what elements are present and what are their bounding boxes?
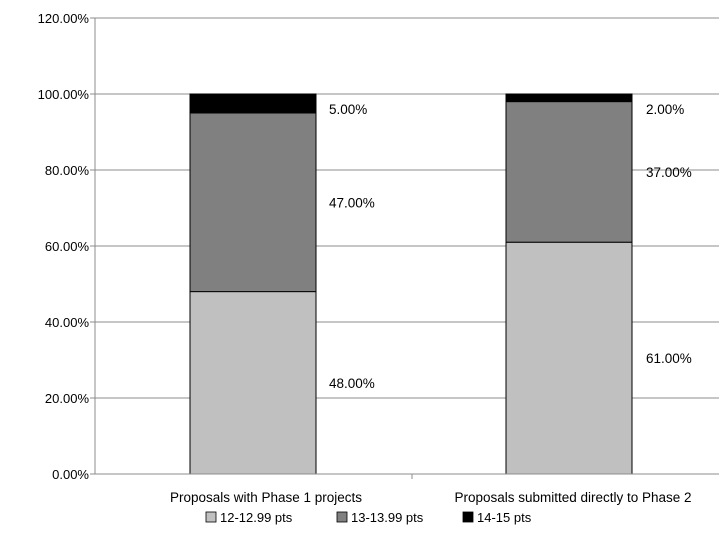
y-tick-label: 80.00% — [45, 163, 90, 178]
y-tick-label: 40.00% — [45, 315, 90, 330]
legend-swatch — [462, 511, 474, 523]
bars — [189, 93, 633, 475]
legend-label: 12-12.99 pts — [220, 510, 293, 525]
x-category-label: Proposals submitted directly to Phase 2 — [454, 490, 691, 505]
legend-label: 13-13.99 pts — [351, 510, 424, 525]
bar-segment — [189, 112, 317, 293]
data-label: 2.00% — [646, 102, 684, 117]
legend-label: 14-15 pts — [477, 510, 532, 525]
x-category-label: Proposals with Phase 1 projects — [170, 490, 362, 505]
data-label: 37.00% — [646, 165, 692, 180]
bar-segment — [189, 291, 317, 475]
data-label: 47.00% — [329, 195, 375, 210]
bar-segment — [189, 93, 317, 114]
y-tick-label: 20.00% — [45, 391, 90, 406]
bar-segment — [505, 241, 633, 475]
bar-segment — [505, 93, 633, 103]
y-tick-label: 0.00% — [52, 467, 89, 482]
data-label: 48.00% — [329, 376, 375, 391]
legend-swatch — [205, 511, 217, 523]
data-labels: 48.00% 47.00% 5.00% 61.00% 37.00% 2.00% — [329, 102, 692, 391]
legend: 12-12.99 pts 13-13.99 pts 14-15 pts — [205, 510, 532, 525]
y-tick-label: 120.00% — [38, 11, 90, 26]
bar-segment — [505, 101, 633, 243]
y-tick-label: 60.00% — [45, 239, 90, 254]
axes: 0.00% 20.00% 40.00% 60.00% 80.00% 100.00% 120.… — [38, 11, 719, 505]
y-tick-label: 100.00% — [38, 87, 90, 102]
legend-swatch — [336, 511, 348, 523]
data-label: 5.00% — [329, 102, 367, 117]
data-label: 61.00% — [646, 351, 692, 366]
